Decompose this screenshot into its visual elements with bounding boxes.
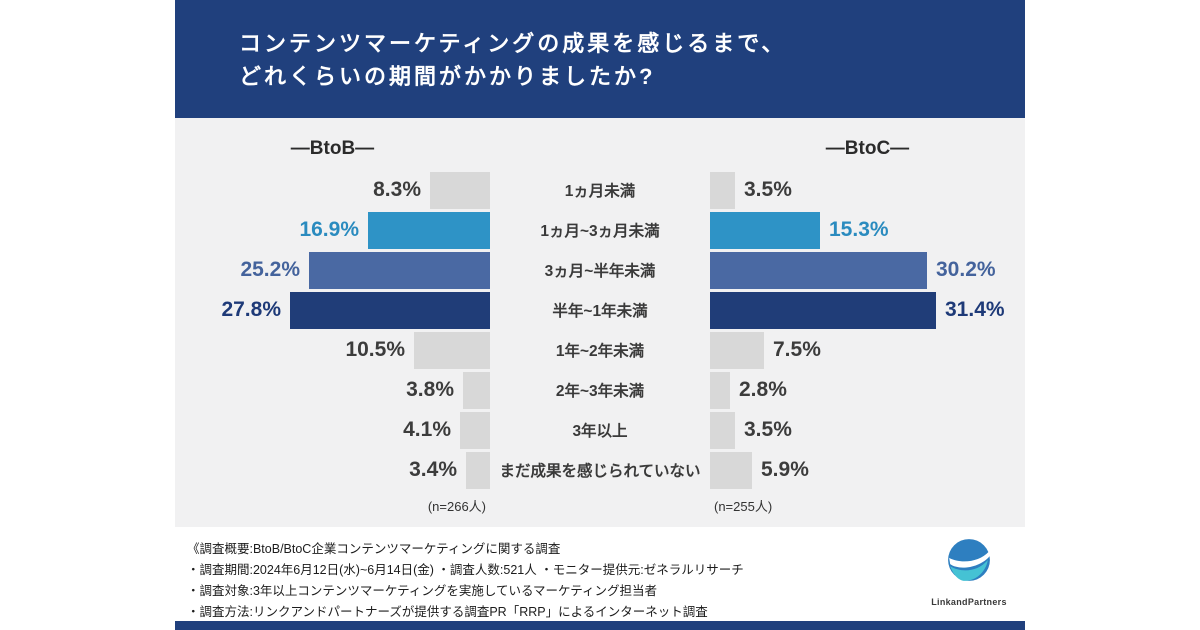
- category-label: 1ヵ月~3ヵ月未満: [540, 223, 660, 240]
- sample-size-btob: (n=266人): [427, 499, 486, 514]
- btoc-bar: [710, 291, 936, 329]
- btoc-value-label: 3.5%: [744, 418, 792, 441]
- btob-value-label: 16.9%: [299, 218, 359, 241]
- btoc-bar: [710, 211, 820, 249]
- chart-row: 10.5% 1年~2年未満 7.5%: [175, 330, 1025, 370]
- category-label: 半年~1年未満: [552, 303, 648, 320]
- category-label: 2年~3年未満: [555, 383, 645, 400]
- btoc-value-label: 2.8%: [739, 378, 787, 401]
- footer-strip: [175, 621, 1025, 630]
- survey-note-line-2: ・調査期間:2024年6月12日(水)~6月14日(金) ・調査人数:521人 …: [187, 563, 744, 577]
- btoc-value-label: 30.2%: [936, 258, 996, 281]
- sample-size-btoc: (n=255人): [714, 499, 773, 514]
- btob-bar: [466, 451, 490, 489]
- survey-note-line-3: ・調査対象:3年以上コンテンツマーケティングを実施しているマーケティング担当者: [187, 584, 658, 598]
- btoc-bar: [710, 451, 752, 489]
- category-label: まだ成果を感じられていない: [499, 463, 701, 480]
- chart-row: 16.9% 1ヵ月~3ヵ月未満 15.3%: [175, 210, 1025, 250]
- chart-row: 8.3% 1ヵ月未満 3.5%: [175, 170, 1025, 210]
- survey-notes: 《調査概要:BtoB/BtoC企業コンテンツマーケティングに関する調査 ・調査期…: [175, 527, 1025, 621]
- series-header-spacer: [490, 138, 710, 160]
- link-and-partners-logo-icon: [948, 539, 990, 581]
- btob-value-label: 10.5%: [345, 338, 405, 361]
- category-label: 1ヵ月未満: [564, 183, 636, 200]
- category-label: 3ヵ月~半年未満: [544, 263, 656, 280]
- series-headers: ―BtoB― ―BtoC―: [175, 138, 1025, 160]
- btob-bar: [430, 171, 490, 209]
- btoc-value-label: 7.5%: [773, 338, 821, 361]
- title-banner: コンテンツマーケティングの成果を感じるまで、 どれくらいの期間がかかりましたか?: [175, 0, 1025, 118]
- btoc-value-label: 5.9%: [761, 458, 809, 481]
- btob-bar: [290, 291, 490, 329]
- btob-value-label: 8.3%: [373, 178, 421, 201]
- btob-bar: [463, 371, 490, 409]
- sample-sizes: (n=266人) (n=255人): [175, 496, 1025, 515]
- chart-area: ―BtoB― ―BtoC― 8.3% 1ヵ月未満 3.5% 16.9% 1ヵ月~3ヵ月未…: [175, 118, 1025, 527]
- btoc-bar: [710, 411, 735, 449]
- btob-value-label: 3.8%: [406, 378, 454, 401]
- category-label: 3年以上: [572, 423, 628, 440]
- btoc-value-label: 3.5%: [744, 178, 792, 201]
- title-line-1: コンテンツマーケティングの成果を感じるまで、: [239, 31, 787, 56]
- btob-bar: [309, 251, 490, 289]
- chart-row: 3.8% 2年~3年未満 2.8%: [175, 370, 1025, 410]
- btob-bar: [414, 331, 490, 369]
- chart-row: 3.4% まだ成果を感じられていない 5.9%: [175, 450, 1025, 490]
- btoc-bar: [710, 371, 730, 409]
- chart-row: 27.8% 半年~1年未満 31.4%: [175, 290, 1025, 330]
- butterfly-chart: 8.3% 1ヵ月未満 3.5% 16.9% 1ヵ月~3ヵ月未満 15.3% 25.2% 3ヵ月…: [175, 170, 1025, 490]
- btob-bar: [460, 411, 490, 449]
- chart-row: 4.1% 3年以上 3.5%: [175, 410, 1025, 450]
- btob-value-label: 25.2%: [240, 258, 300, 281]
- survey-note-line-4: ・調査方法:リンクアンドパートナーズが提供する調査PR「RRP」によるインターネ…: [187, 605, 708, 619]
- survey-note-line-1: 《調査概要:BtoB/BtoC企業コンテンツマーケティングに関する調査: [187, 542, 561, 556]
- btob-bar: [368, 211, 490, 249]
- series-header-btoc: ―BtoC―: [825, 138, 910, 159]
- series-header-btob: ―BtoB―: [290, 138, 375, 159]
- title-line-2: どれくらいの期間がかかりましたか?: [239, 64, 656, 89]
- btoc-bar: [710, 251, 927, 289]
- logo-text: LinkandPartners: [931, 597, 1007, 607]
- btoc-value-label: 15.3%: [829, 218, 889, 241]
- category-label: 1年~2年未満: [555, 343, 645, 360]
- btob-value-label: 3.4%: [409, 458, 457, 481]
- btob-value-label: 4.1%: [403, 418, 451, 441]
- sample-size-spacer: [490, 496, 710, 515]
- content-panel: コンテンツマーケティングの成果を感じるまで、 どれくらいの期間がかかりましたか?…: [175, 0, 1025, 630]
- company-logo: LinkandPartners: [929, 537, 1009, 613]
- btob-value-label: 27.8%: [221, 298, 281, 321]
- chart-row: 25.2% 3ヵ月~半年未満 30.2%: [175, 250, 1025, 290]
- btoc-bar: [710, 331, 764, 369]
- btoc-value-label: 31.4%: [945, 298, 1005, 321]
- btoc-bar: [710, 171, 735, 209]
